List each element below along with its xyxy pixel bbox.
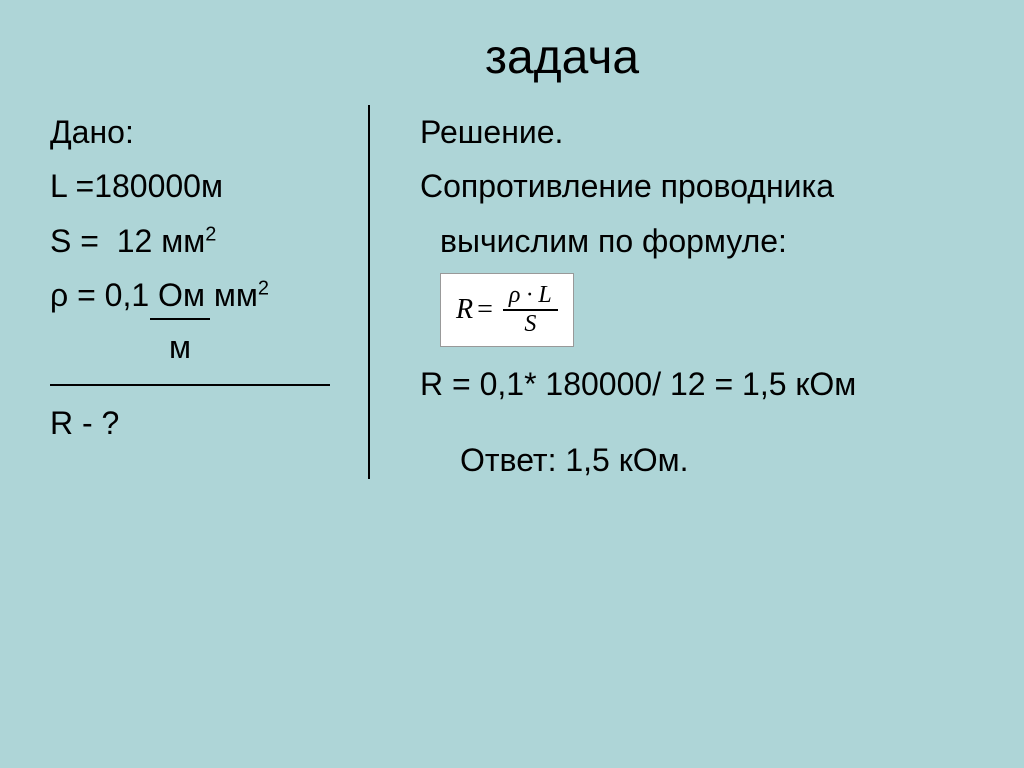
area-exponent: 2 (205, 223, 216, 245)
find-unknown: R - ? (50, 396, 348, 450)
given-column: Дано: L =180000м S = 12 мм2 ρ = 0,1 Ом м… (50, 105, 370, 479)
slide-title: задача (150, 30, 974, 85)
given-length: L =180000м (50, 159, 348, 213)
formula-equals: = (477, 294, 493, 326)
rho-unit-fraction: м (50, 318, 348, 374)
rho-label: ρ = (50, 277, 105, 313)
given-area: S = 12 мм2 (50, 214, 348, 268)
rho-denominator: м (150, 318, 210, 374)
solution-calculation: R = 0,1* 180000/ 12 = 1,5 кОм (420, 357, 974, 411)
rho-exponent: 2 (258, 278, 269, 300)
area-label: S = (50, 223, 99, 259)
formula-content: R = ρ · L S (456, 282, 558, 338)
formula-fraction: ρ · L S (503, 282, 558, 338)
formula-denominator: S (518, 311, 542, 338)
area-value: 12 мм (117, 223, 205, 259)
rho-value: 0,1 Ом мм (105, 277, 258, 313)
solution-answer: Ответ: 1,5 кОм. (460, 442, 974, 479)
length-value: 180000м (94, 168, 223, 204)
length-label: L = (50, 168, 94, 204)
solution-column: Решение. Сопротивление проводника вычисл… (420, 105, 974, 479)
formula-box: R = ρ · L S (440, 273, 574, 347)
given-header: Дано: (50, 105, 348, 159)
solution-header: Решение. (420, 105, 974, 159)
formula-lhs: R (456, 294, 473, 326)
given-rho: ρ = 0,1 Ом мм2 (50, 268, 348, 322)
formula-numerator: ρ · L (503, 282, 558, 311)
solution-desc-2: вычислим по формуле: (440, 214, 974, 268)
solution-desc-1: Сопротивление проводника (420, 159, 974, 213)
given-divider (50, 384, 330, 386)
content-area: Дано: L =180000м S = 12 мм2 ρ = 0,1 Ом м… (50, 105, 974, 479)
